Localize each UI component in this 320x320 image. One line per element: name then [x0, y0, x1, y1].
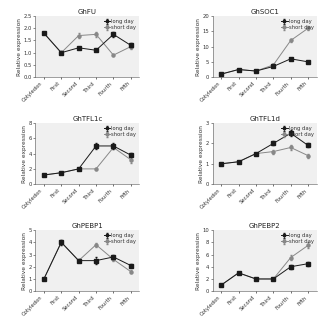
Y-axis label: Relative expression: Relative expression [199, 125, 204, 182]
Title: GhTFL1d: GhTFL1d [249, 116, 280, 122]
Legend: long day, short day: long day, short day [103, 19, 137, 31]
Legend: long day, short day: long day, short day [281, 233, 314, 245]
Title: GhTFL1c: GhTFL1c [72, 116, 102, 122]
Y-axis label: Relative expression: Relative expression [22, 232, 27, 290]
Legend: long day, short day: long day, short day [281, 19, 314, 31]
Y-axis label: Relative expression: Relative expression [196, 18, 201, 76]
Y-axis label: Relative expression: Relative expression [22, 125, 27, 182]
Title: GhFU: GhFU [78, 9, 97, 15]
Title: GhSOC1: GhSOC1 [250, 9, 279, 15]
Title: GhPEBP1: GhPEBP1 [71, 223, 103, 229]
Legend: long day, short day: long day, short day [103, 126, 137, 138]
Legend: long day, short day: long day, short day [281, 126, 314, 138]
Legend: long day, short day: long day, short day [103, 233, 137, 245]
Y-axis label: Relative expression: Relative expression [196, 232, 201, 290]
Title: GhPEBP2: GhPEBP2 [249, 223, 280, 229]
Y-axis label: Relative expression: Relative expression [17, 18, 22, 76]
